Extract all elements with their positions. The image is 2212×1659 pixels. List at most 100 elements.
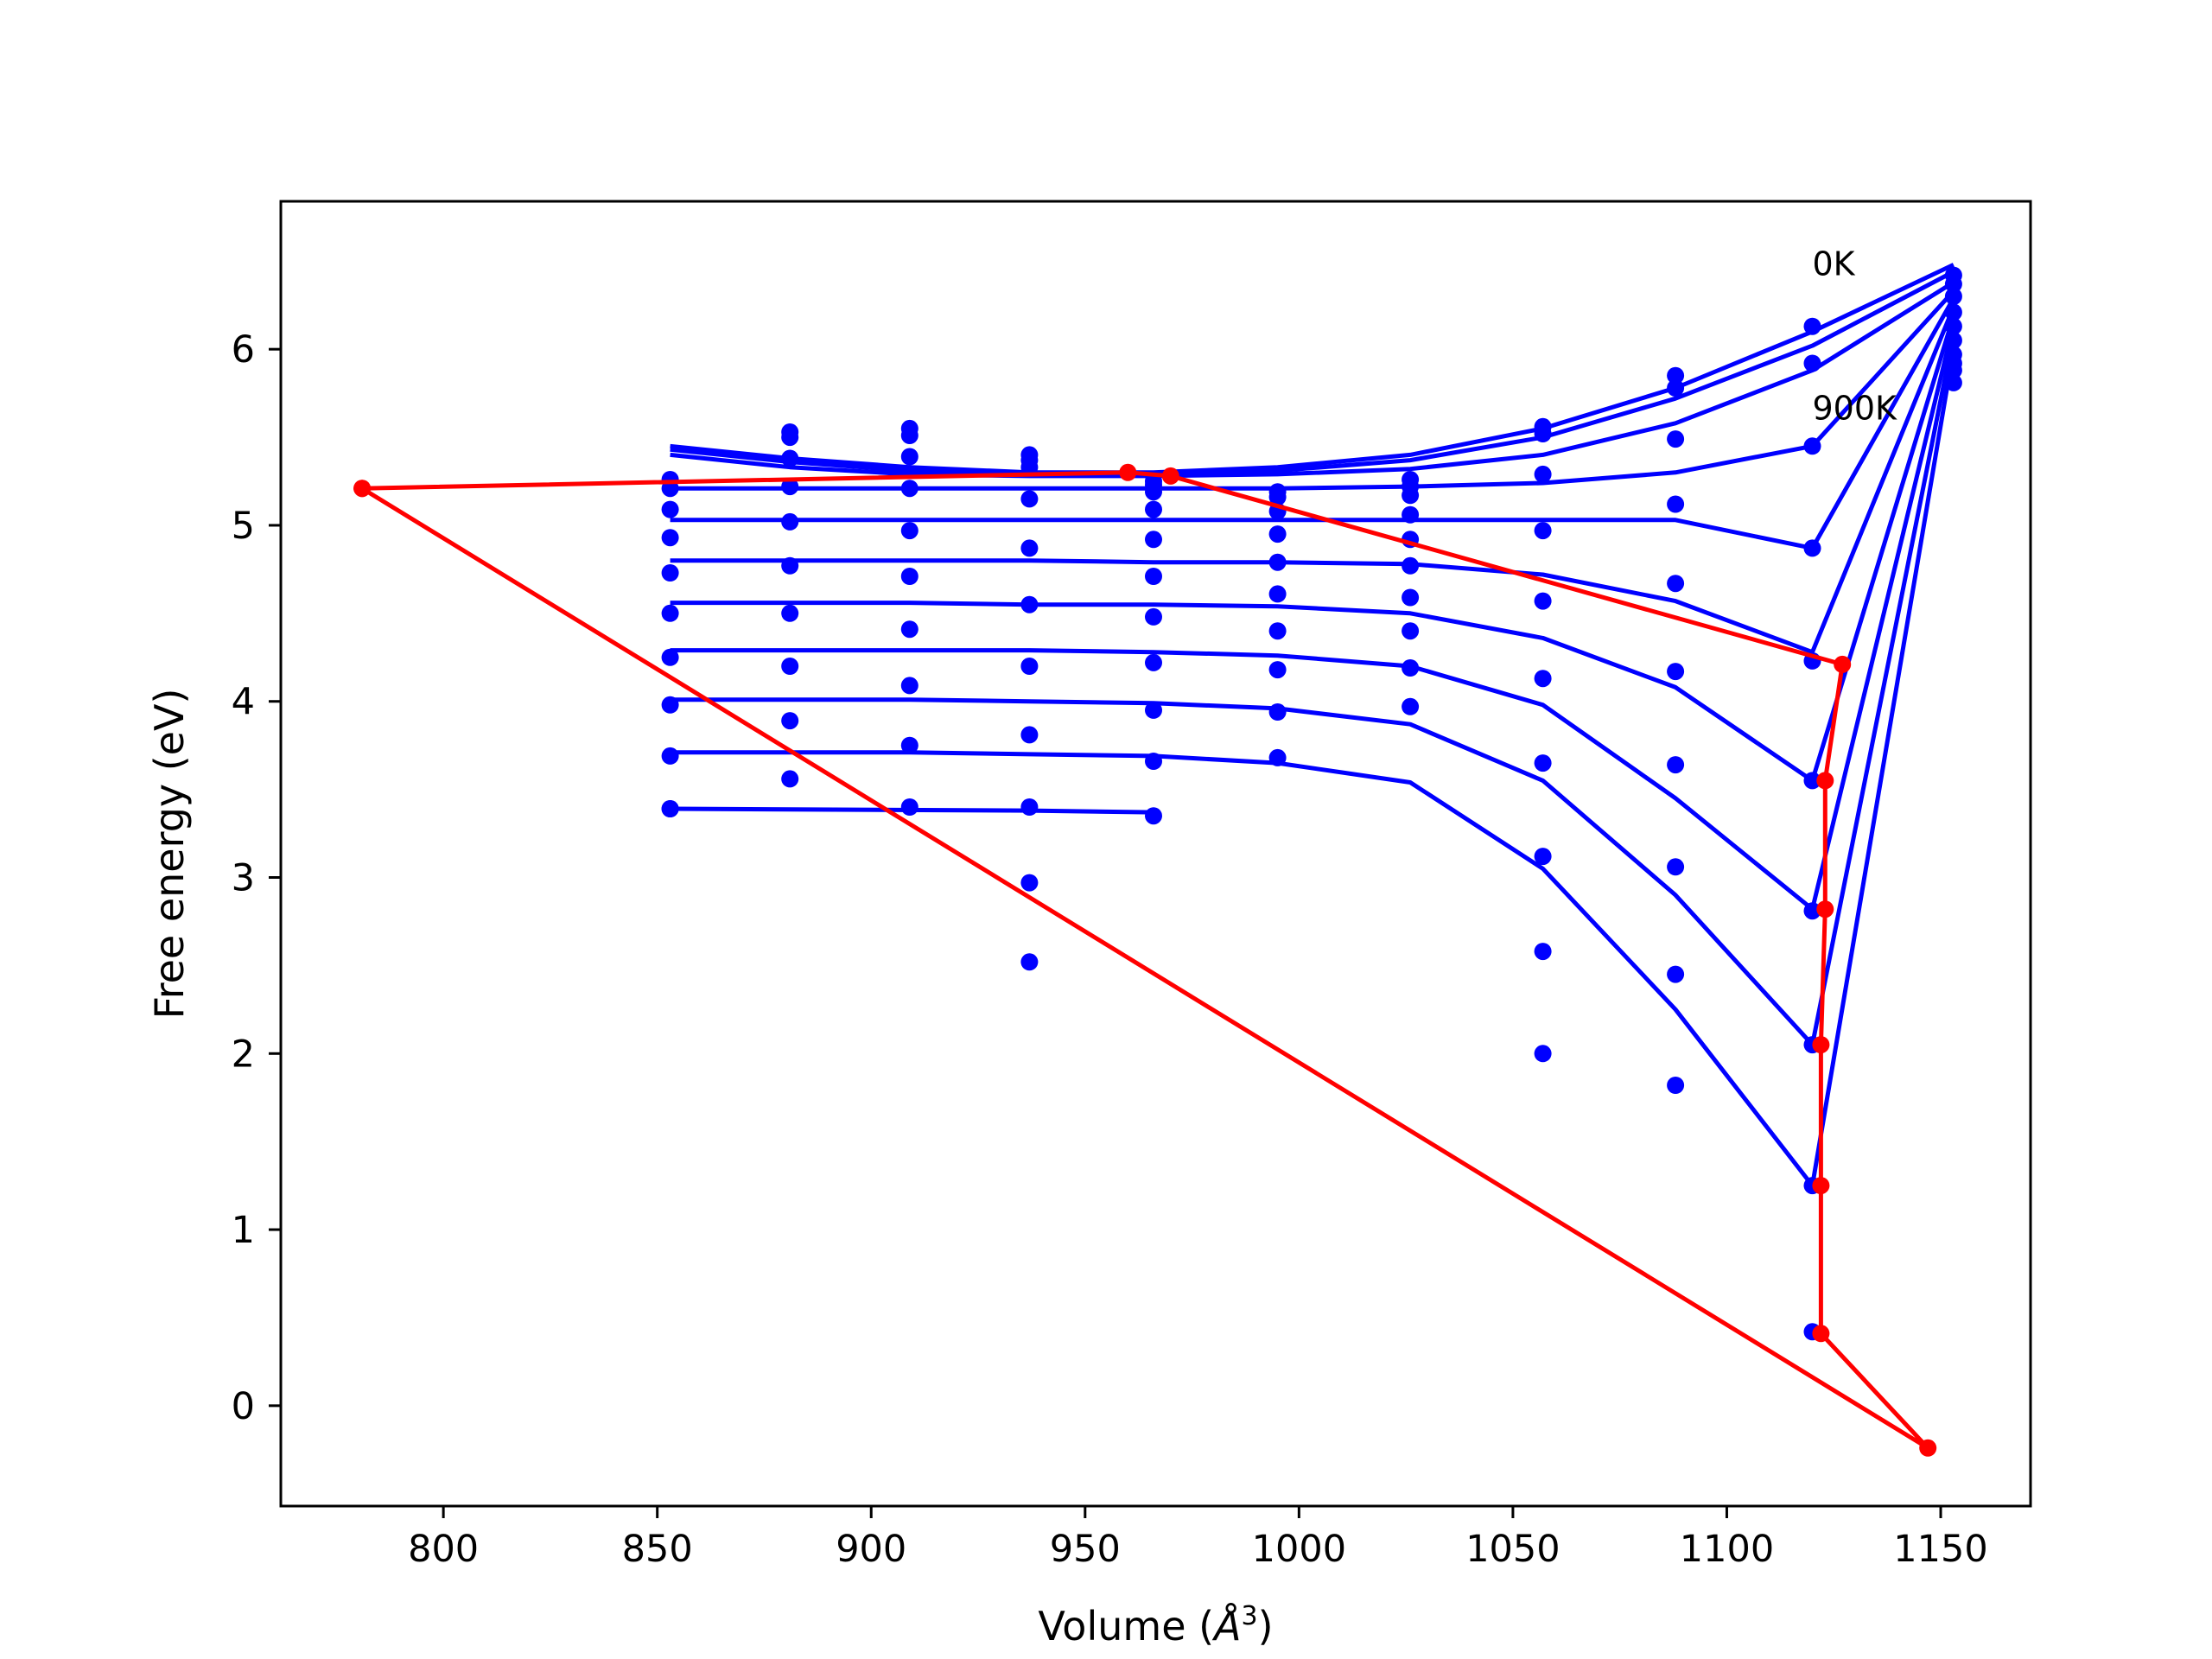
- data-point: [1145, 531, 1162, 549]
- path-point: [1816, 900, 1834, 918]
- x-tick-label: 950: [1050, 1528, 1121, 1571]
- data-point: [1534, 425, 1552, 442]
- data-point: [1268, 553, 1287, 571]
- y-tick-label: 2: [232, 1033, 255, 1076]
- data-point: [1803, 902, 1821, 920]
- annotations: 0K 900K: [1812, 245, 1897, 428]
- data-point: [661, 800, 679, 817]
- data-point: [1667, 858, 1685, 876]
- data-point: [1803, 437, 1821, 455]
- data-point: [1803, 317, 1821, 335]
- data-point: [1944, 288, 1962, 305]
- y-tick-label: 6: [232, 328, 255, 372]
- data-point: [900, 480, 918, 498]
- x-axis-label-unit: Å: [1211, 1603, 1241, 1649]
- x-axis-label: Volume (Å3): [1038, 1601, 1273, 1649]
- fit-curve-2: [670, 280, 1955, 479]
- data-point: [1944, 317, 1962, 335]
- data-point: [900, 427, 918, 444]
- fit-curve-1: [670, 270, 1955, 477]
- data-point: [900, 798, 918, 816]
- path-point: [1119, 463, 1137, 481]
- temperature-annotation: 900K: [1812, 390, 1897, 428]
- data-point: [781, 770, 799, 788]
- data-point: [1268, 585, 1287, 603]
- y-tick-label: 1: [232, 1209, 255, 1252]
- data-point: [1020, 953, 1039, 971]
- data-point: [661, 696, 679, 714]
- x-axis-label-prefix: Volume (: [1038, 1603, 1214, 1649]
- data-point: [1402, 505, 1420, 524]
- data-point: [1402, 588, 1420, 607]
- path-point: [1919, 1439, 1937, 1457]
- path-point: [1816, 772, 1834, 790]
- data-point: [1145, 753, 1162, 770]
- data-point: [1402, 486, 1420, 505]
- data-point: [1145, 483, 1162, 501]
- fit-curve-7: [670, 324, 1956, 912]
- data-point: [661, 529, 679, 547]
- data-point: [781, 512, 799, 531]
- path-point: [1161, 467, 1179, 485]
- data-point: [1534, 592, 1552, 610]
- data-point: [1667, 430, 1685, 448]
- data-point: [1020, 874, 1039, 892]
- data-point: [1534, 1045, 1552, 1063]
- data-point: [661, 564, 679, 582]
- x-tick-label: 1150: [1893, 1528, 1987, 1571]
- y-tick-label: 3: [232, 857, 255, 900]
- data-point: [1145, 607, 1162, 626]
- data-point: [1944, 275, 1962, 293]
- data-point: [1944, 303, 1962, 321]
- x-tick-label: 1050: [1465, 1528, 1560, 1571]
- data-point: [1268, 525, 1287, 543]
- fit-curve-0: [670, 263, 1955, 475]
- data-point: [1020, 726, 1039, 744]
- data-point: [781, 556, 799, 575]
- x-axis-label-suffix: ): [1258, 1603, 1274, 1649]
- fit-curve-4: [670, 296, 1956, 550]
- data-point: [1803, 354, 1821, 372]
- path-point: [1812, 1036, 1830, 1054]
- data-point: [781, 449, 799, 467]
- data-point: [1402, 622, 1420, 640]
- data-point: [1534, 465, 1552, 483]
- x-tick-label: 1100: [1680, 1528, 1774, 1571]
- data-point: [1534, 943, 1552, 961]
- data-point: [1667, 379, 1685, 397]
- data-point: [1534, 848, 1552, 866]
- data-point: [1020, 490, 1039, 508]
- y-axis-ticks: 0 1 2 3 4 5 6: [232, 328, 281, 1428]
- data-point: [900, 522, 918, 540]
- data-point: [1944, 332, 1962, 349]
- data-point: [1020, 458, 1039, 476]
- path-point: [1834, 655, 1852, 673]
- x-tick-label: 800: [408, 1528, 479, 1571]
- red-path: [353, 463, 1937, 1457]
- y-axis-label: Free energy (eV): [146, 689, 193, 1020]
- data-point: [1667, 1077, 1685, 1094]
- data-point: [900, 736, 918, 754]
- data-point: [1667, 366, 1685, 385]
- x-axis-label-exponent: 3: [1242, 1601, 1258, 1631]
- data-point: [1268, 622, 1287, 640]
- data-point: [1402, 697, 1420, 715]
- y-tick-label: 5: [232, 505, 255, 548]
- data-point: [1020, 539, 1039, 557]
- plot-frame: [279, 200, 2032, 1508]
- data-point: [1145, 701, 1162, 719]
- data-point: [781, 429, 799, 447]
- x-axis-ticks: 800 850 900 950 1000 1050 1100 1150: [408, 1506, 1988, 1571]
- data-point: [1944, 354, 1962, 372]
- data-point: [781, 604, 799, 622]
- data-point: [1020, 798, 1039, 816]
- data-point: [781, 658, 799, 675]
- data-point: [1803, 539, 1821, 557]
- y-tick-label: 4: [232, 681, 255, 724]
- data-point: [1020, 595, 1039, 613]
- data-point: [1402, 659, 1420, 677]
- x-tick-label: 900: [836, 1528, 906, 1571]
- data-point: [1268, 703, 1287, 721]
